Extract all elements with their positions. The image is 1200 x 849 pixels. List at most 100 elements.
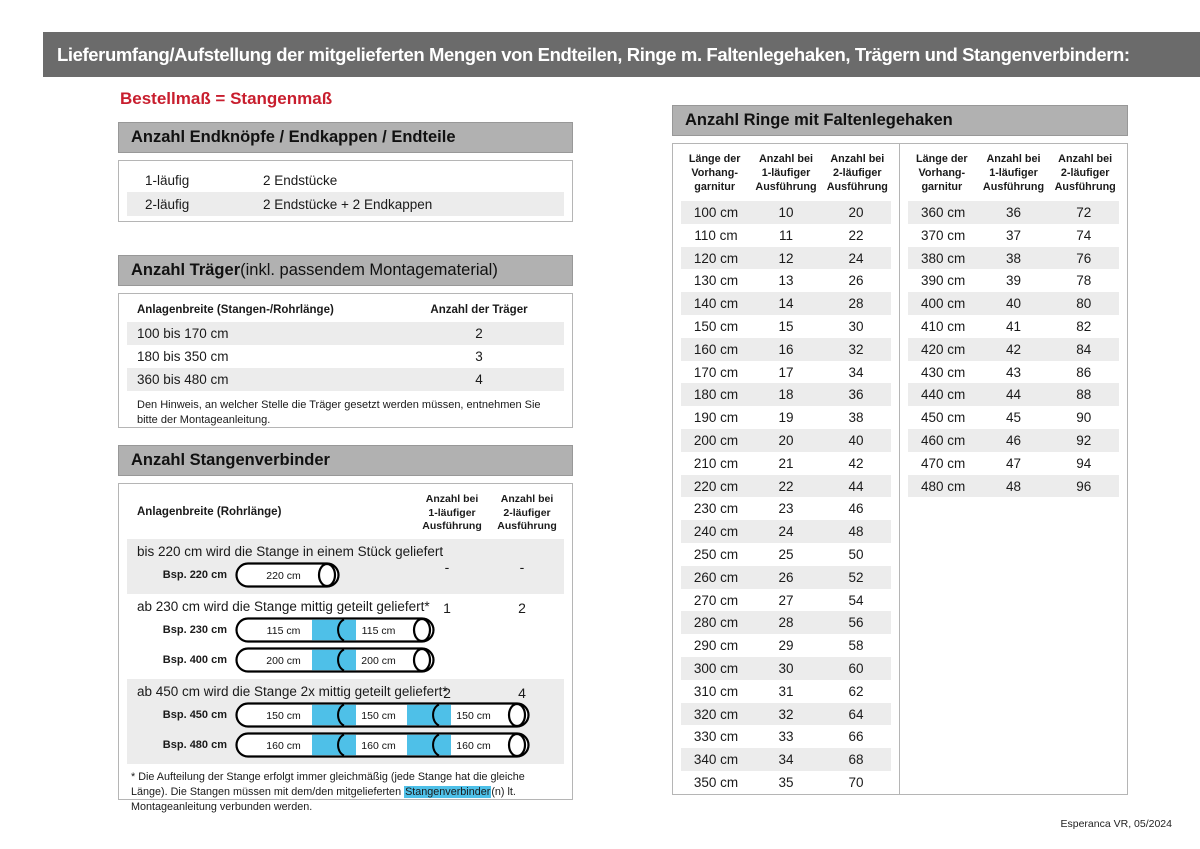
- ringe-row: 130 cm 13 26: [681, 269, 891, 292]
- cell: 44: [848, 478, 864, 494]
- example-label: Bsp. 400 cm: [162, 654, 227, 666]
- cell: 39: [1005, 273, 1021, 289]
- ringe-row: 410 cm 41 82: [908, 315, 1119, 338]
- svg-text:115 cm: 115 cm: [267, 625, 301, 637]
- traeger-row: 360 bis 480 cm 4: [127, 368, 564, 391]
- cell: 110 cm: [694, 227, 738, 243]
- value-1-laeufig: 2: [443, 685, 451, 701]
- header-line: Ausführung: [755, 181, 817, 194]
- rod-diagram: 160 cm 160 cm 160 cm: [235, 732, 530, 758]
- ringe-table-left: Länge der Vorhang-garnitur Anzahl bei 1-läu…: [673, 144, 900, 794]
- cell: 330 cm: [693, 729, 739, 745]
- traeger-note: Den Hinweis, an welcher Stelle die Träge…: [137, 399, 541, 426]
- cell: 410 cm: [921, 318, 966, 334]
- cell: 44: [1005, 387, 1021, 403]
- cell: 56: [848, 615, 864, 631]
- cell: 280 cm: [693, 615, 739, 631]
- cell: 31: [778, 683, 794, 699]
- ringe-row: 310 cm 31 62: [681, 680, 891, 703]
- verbinder-row: ab 230 cm wird die Stange mittig geteilt…: [127, 594, 564, 679]
- cell: 47: [1005, 455, 1021, 471]
- document-footer: Esperanca VR, 05/2024: [1060, 818, 1173, 830]
- cell: 230 cm: [693, 501, 739, 517]
- ringe-row: 320 cm 32 64: [681, 702, 891, 726]
- cell: 25: [778, 546, 794, 562]
- svg-text:160 cm: 160 cm: [456, 740, 491, 752]
- cell: 43: [1005, 364, 1021, 380]
- cell: 54: [848, 592, 864, 608]
- ringe-row: 230 cm 23 46: [681, 497, 891, 520]
- cell: 38: [1005, 250, 1021, 266]
- cell: 28: [778, 615, 794, 631]
- header-line: Länge der: [688, 153, 741, 165]
- value-2-laeufig: 2: [518, 600, 526, 616]
- cell: 80: [1076, 296, 1092, 312]
- ringe-row: 330 cm 33 66: [681, 725, 891, 748]
- ringe-row: 360 cm 36 72: [908, 201, 1119, 224]
- rod-diagram-row: Bsp. 220 cm 220 cm: [127, 561, 564, 589]
- ringe-row: 470 cm 47 94: [908, 452, 1119, 475]
- cell: 76: [1076, 250, 1092, 266]
- cell: 58: [848, 638, 864, 654]
- ringe-row: 390 cm 39 78: [908, 269, 1119, 292]
- section-title: Anzahl Endknöpfe / Endkappen / Endteile: [131, 128, 456, 146]
- cell: 88: [1076, 387, 1092, 403]
- cell: 260 cm: [693, 569, 739, 585]
- endpieces-value: 2 Endstücke: [263, 172, 338, 188]
- column-header-1-laeufig: Anzahl bei 1-läufiger Ausführung: [412, 493, 492, 534]
- ringe-row: 260 cm 26 52: [681, 565, 891, 589]
- header-line: Anzahl bei: [986, 153, 1041, 165]
- row-description: bis 220 cm wird die Stange in einem Stüc…: [137, 544, 444, 559]
- svg-text:220 cm: 220 cm: [266, 570, 301, 582]
- ringe-row: 480 cm 48 96: [908, 474, 1119, 498]
- svg-text:115 cm: 115 cm: [362, 625, 396, 637]
- ringe-row: 440 cm 44 88: [908, 383, 1119, 407]
- header-line: Ausführung: [497, 520, 557, 533]
- cell: 200 cm: [693, 432, 739, 448]
- cell: 74: [1076, 227, 1092, 243]
- section-subtitle: (inkl. passendem Montagematerial): [240, 261, 498, 279]
- header-line: Anzahl bei: [758, 153, 813, 165]
- column-header: Länge der Vorhang-garnitur: [906, 152, 978, 194]
- header-line: Anzahl bei: [1058, 153, 1113, 165]
- cell: 14: [778, 296, 794, 312]
- svg-text:150 cm: 150 cm: [266, 710, 301, 722]
- page-title-bar: Lieferumfang/Aufstellung der mitgeliefer…: [43, 32, 1200, 77]
- rod-diagram-row: Bsp. 230 cm 115 cm 115 cm: [127, 616, 564, 644]
- cell: 92: [1076, 432, 1092, 448]
- cell: 28: [848, 296, 864, 312]
- verbinder-rows: bis 220 cm wird die Stange in einem Stüc…: [119, 539, 572, 764]
- ringe-row: 180 cm 18 36: [681, 383, 891, 407]
- cell: 240 cm: [693, 524, 739, 540]
- ringe-header-row: Länge der Vorhang-garnitur Anzahl bei 1-läu…: [679, 152, 893, 194]
- ringe-table-right: Länge der Vorhang-garnitur Anzahl bei 1-läu…: [900, 144, 1127, 794]
- ringe-row: 240 cm 24 48: [681, 520, 891, 544]
- column-header-count: Anzahl der Träger: [430, 304, 528, 316]
- page-title: Lieferumfang/Aufstellung der mitgeliefer…: [57, 43, 1130, 65]
- connector-highlight: [312, 619, 356, 641]
- rod-diagram: 220 cm: [235, 562, 340, 588]
- connector-highlight: [407, 734, 451, 756]
- ringe-row: 460 cm 46 92: [908, 429, 1119, 452]
- ringe-row: 170 cm 17 34: [681, 361, 891, 384]
- cell: 62: [848, 683, 864, 699]
- cell: 29: [778, 638, 794, 654]
- cell: 42: [848, 455, 864, 471]
- column-header: Anzahl bei 1-läufiger Ausführung: [978, 152, 1050, 194]
- traeger-count: 2: [475, 326, 483, 341]
- ringe-row: 280 cm 28 56: [681, 611, 891, 635]
- column-header-2-laeufig: Anzahl bei 2-läufiger Ausführung: [487, 493, 567, 534]
- endpieces-value: 2 Endstücke + 2 Endkappen: [263, 196, 433, 212]
- column-header-width: Anlagenbreite (Rohrlänge): [137, 506, 282, 518]
- rod-diagram-row: Bsp. 400 cm 200 cm 200 cm: [127, 646, 564, 674]
- cell: 45: [1005, 410, 1021, 426]
- cell: 86: [1076, 364, 1092, 380]
- ringe-row: 140 cm 14 28: [681, 292, 891, 316]
- verbinder-header-row: Anlagenbreite (Rohrlänge) Anzahl bei 1-l…: [119, 484, 572, 539]
- cell: 220 cm: [693, 478, 739, 494]
- cell: 34: [848, 364, 864, 380]
- traeger-table: Anlagenbreite (Stangen-/Rohrlänge) Anzah…: [118, 293, 573, 428]
- value-1-laeufig: -: [444, 558, 450, 575]
- cell: 360 cm: [921, 204, 966, 220]
